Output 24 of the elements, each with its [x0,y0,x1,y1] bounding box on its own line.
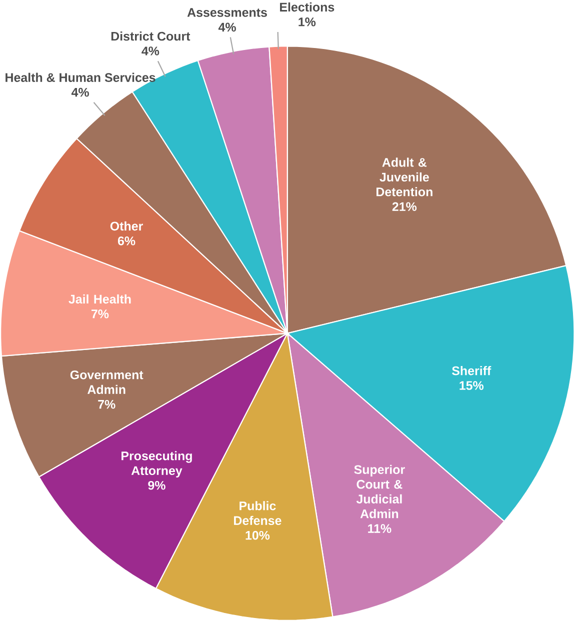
slice-label: Sheriff [452,366,492,376]
slice-label: Adult & Juvenile Detention [376,158,432,196]
slice-label: Jail Health [68,294,131,304]
data-label: 4% [72,88,90,97]
data-label: 9% [148,480,166,490]
data-label: 21% [392,202,417,211]
slice-label: Prosecuting Attorney [122,451,192,478]
slice-label: Assessments [187,8,268,17]
slice-label: Health & Human Services [6,72,156,82]
slice-label: Elections [280,2,334,12]
data-label: 4% [142,46,160,56]
slice-label: Public Defense [234,501,282,526]
data-label: 7% [92,310,109,318]
slice-label: Government Admin [70,370,144,394]
data-label: 7% [98,400,116,409]
data-label: 10% [246,530,270,540]
slice-label: Superior Court & Judicial Admin [354,464,405,518]
data-label: 11% [368,524,392,533]
data-label: 15% [460,381,484,390]
slice-label: Other [110,221,144,231]
data-label: 6% [118,236,136,246]
data-label: 4% [218,22,236,32]
data-label: 1% [298,18,316,26]
slice-label: District Court [112,32,190,41]
